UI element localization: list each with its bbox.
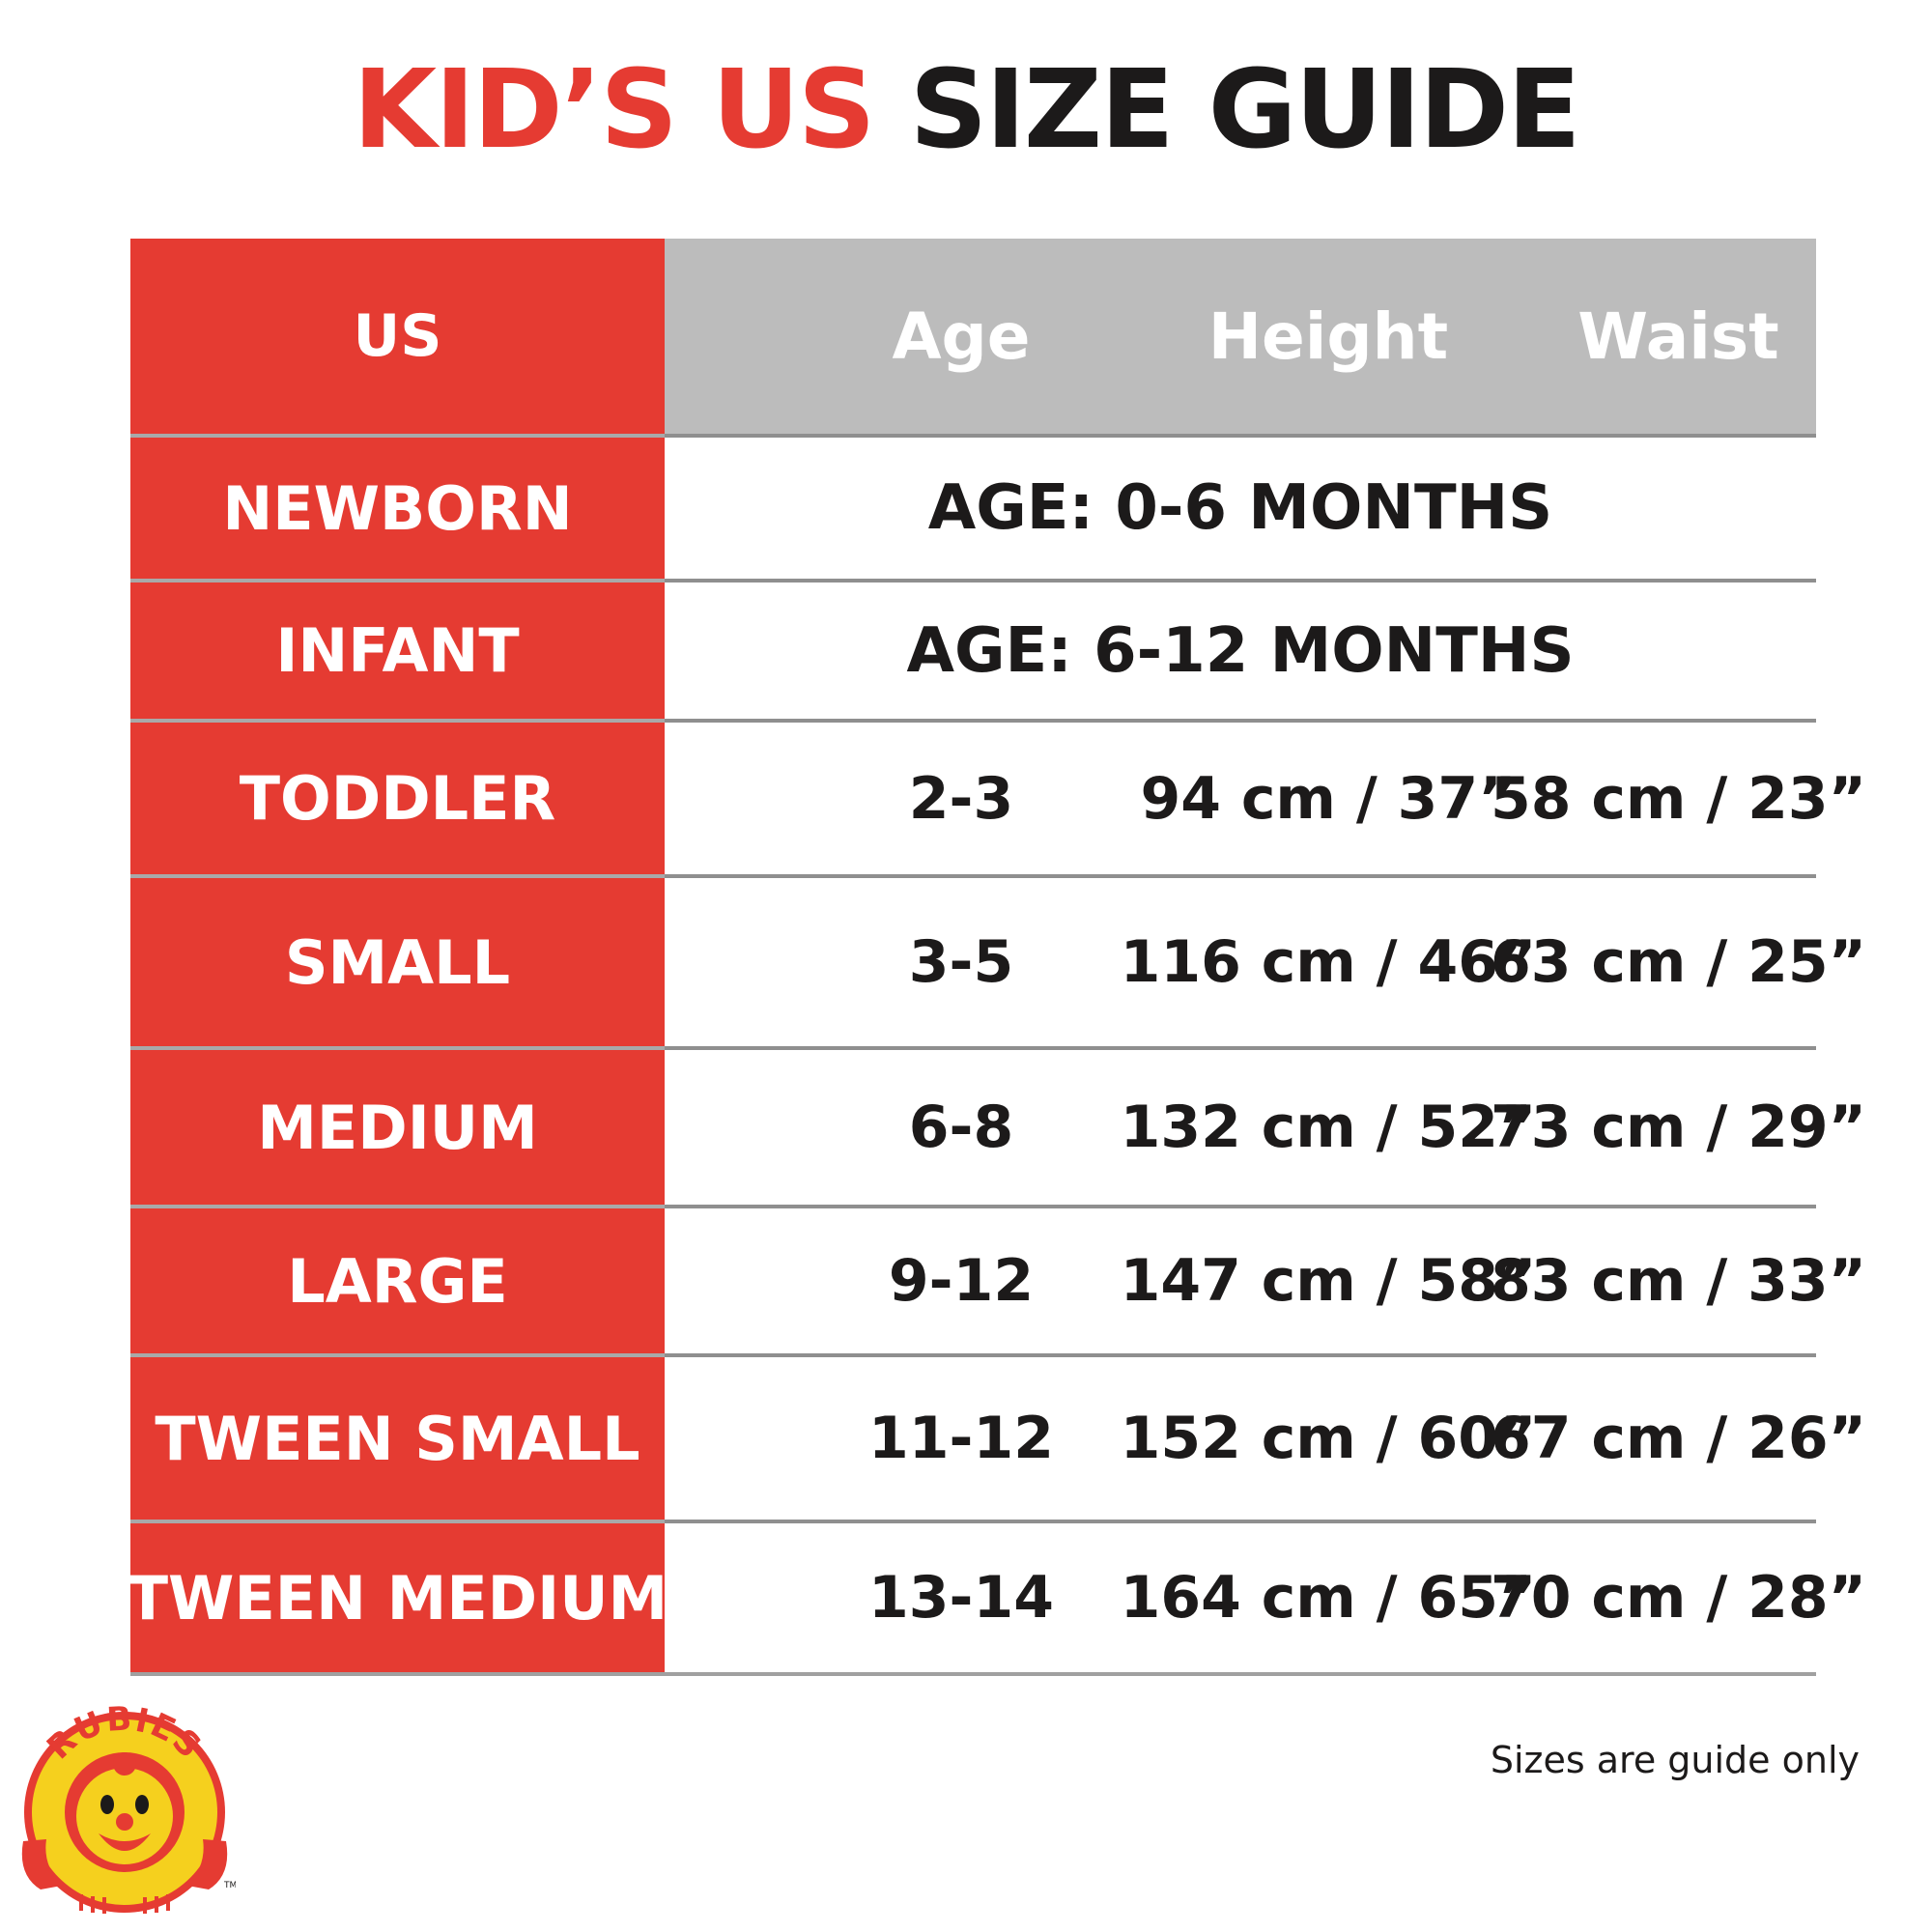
age-value: 11-12 bbox=[868, 1405, 1054, 1472]
height-value: 94 cm / 37” bbox=[1140, 764, 1517, 833]
row-divider bbox=[130, 434, 1816, 438]
table-row: INFANT AGE: 6-12 MONTHS bbox=[130, 582, 1816, 719]
size-name: SMALL bbox=[284, 926, 511, 998]
row-divider bbox=[130, 874, 1816, 878]
page-title: KID’S US SIZE GUIDE bbox=[0, 43, 1932, 178]
height-value: 132 cm / 52” bbox=[1120, 1094, 1537, 1161]
table-row: TWEEN SMALL 11-12 152 cm / 60” 67 cm / 2… bbox=[130, 1357, 1867, 1520]
height-value: 116 cm / 46” bbox=[1120, 928, 1537, 996]
table-bottom-border bbox=[130, 1672, 1816, 1676]
size-name: MEDIUM bbox=[257, 1092, 538, 1163]
size-name: TODDLER bbox=[239, 763, 556, 834]
size-column-background bbox=[130, 239, 665, 1675]
header-height: Height bbox=[1208, 298, 1449, 374]
size-name: TWEEN MEDIUM bbox=[127, 1562, 668, 1634]
row-divider bbox=[130, 579, 1816, 582]
header-age: Age bbox=[892, 298, 1031, 374]
row-divider bbox=[130, 1353, 1816, 1357]
rubies-logo-graphic: RUBIES TM bbox=[21, 1699, 237, 1914]
size-name: INFANT bbox=[275, 615, 520, 686]
age-value: 13-14 bbox=[868, 1564, 1054, 1632]
table-header-row: US Age Height Waist bbox=[130, 239, 1816, 434]
rubies-logo: RUBIES TM bbox=[14, 1696, 237, 1918]
row-divider bbox=[130, 719, 1816, 723]
trademark-mark: TM bbox=[223, 1881, 236, 1890]
waist-value: 58 cm / 23” bbox=[1490, 764, 1867, 833]
table-row: LARGE 9-12 147 cm / 58” 83 cm / 33” bbox=[130, 1208, 1867, 1353]
age-value: 3-5 bbox=[908, 928, 1014, 996]
height-value: 152 cm / 60” bbox=[1120, 1405, 1537, 1472]
title-black-part: SIZE GUIDE bbox=[909, 47, 1581, 173]
header-background bbox=[665, 239, 1816, 434]
size-disclaimer: Sizes are guide only bbox=[1490, 1739, 1860, 1781]
size-name: TWEEN SMALL bbox=[155, 1403, 640, 1474]
waist-value: 70 cm / 28” bbox=[1490, 1564, 1867, 1632]
age-range-note: AGE: 6-12 MONTHS bbox=[906, 614, 1575, 687]
waist-value: 67 cm / 26” bbox=[1490, 1405, 1867, 1472]
table-row: TODDLER 2-3 94 cm / 37” 58 cm / 23” bbox=[130, 723, 1867, 874]
table-row: TWEEN MEDIUM 13-14 164 cm / 65” 70 cm / … bbox=[127, 1523, 1867, 1672]
row-divider bbox=[130, 1205, 1816, 1208]
header-waist: Waist bbox=[1577, 298, 1779, 374]
size-guide-table: US Age Height Waist NEWBORN AGE: 0-6 MON… bbox=[127, 239, 1867, 1676]
table-row: MEDIUM 6-8 132 cm / 52” 73 cm / 29” bbox=[130, 1050, 1867, 1205]
size-name: LARGE bbox=[287, 1245, 508, 1317]
age-range-note: AGE: 0-6 MONTHS bbox=[927, 472, 1553, 544]
waist-value: 83 cm / 33” bbox=[1490, 1247, 1867, 1315]
size-name: NEWBORN bbox=[222, 472, 573, 544]
height-value: 147 cm / 58” bbox=[1120, 1247, 1537, 1315]
row-divider bbox=[130, 1520, 1816, 1523]
table-row: NEWBORN AGE: 0-6 MONTHS bbox=[130, 438, 1816, 579]
waist-value: 73 cm / 29” bbox=[1490, 1094, 1867, 1161]
title-red-part: KID’S US bbox=[353, 47, 875, 173]
table-row: SMALL 3-5 116 cm / 46” 63 cm / 25” bbox=[130, 878, 1867, 1046]
age-value: 6-8 bbox=[908, 1094, 1014, 1161]
height-value: 164 cm / 65” bbox=[1120, 1564, 1537, 1632]
header-size: US bbox=[353, 302, 442, 370]
age-value: 9-12 bbox=[888, 1247, 1035, 1315]
row-divider bbox=[130, 1046, 1816, 1050]
waist-value: 63 cm / 25” bbox=[1490, 928, 1867, 996]
age-value: 2-3 bbox=[908, 764, 1014, 833]
